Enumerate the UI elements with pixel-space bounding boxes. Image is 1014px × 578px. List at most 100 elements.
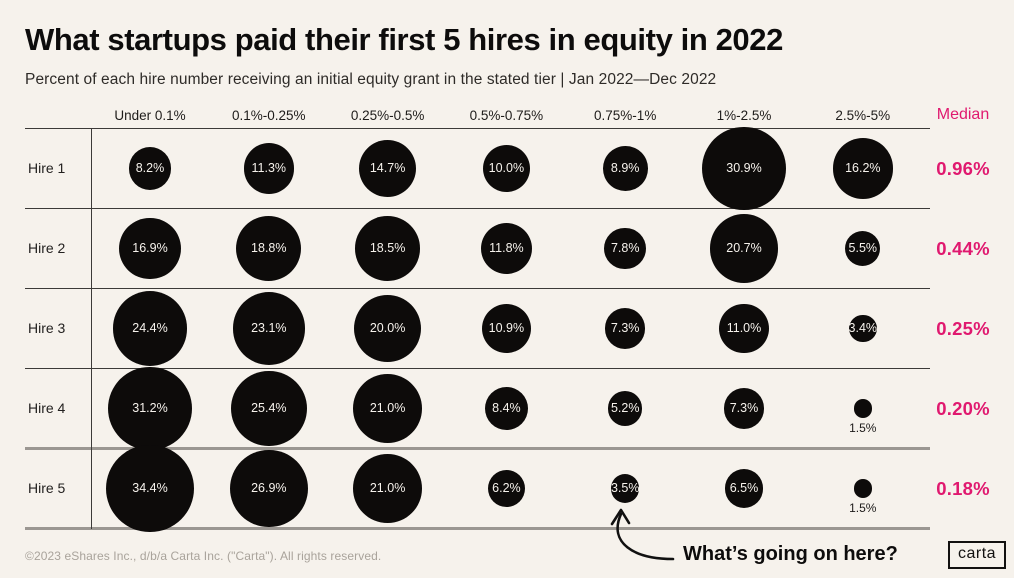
bubble: 11.8% (480, 222, 533, 275)
bubble-value-label: 3.5% (610, 481, 640, 496)
bubble: 18.8% (236, 215, 302, 281)
bubble-value-label: 3.4% (848, 321, 878, 336)
bubble-value-label: 20.7% (726, 241, 762, 256)
bubble (853, 399, 872, 418)
page-subtitle: Percent of each hire number receiving an… (25, 71, 717, 88)
bubble: 26.9% (229, 449, 308, 528)
bubble-value-label: 25.4% (251, 401, 287, 416)
bubble: 20.7% (709, 214, 779, 283)
row-label-divider-line (91, 128, 93, 529)
bubble-value-label: 16.9% (132, 241, 168, 256)
bubble: 14.7% (358, 139, 417, 198)
bubble: 7.3% (604, 308, 646, 349)
bubble: 5.2% (608, 391, 643, 426)
bubble: 16.2% (832, 138, 893, 199)
bubble: 8.2% (128, 147, 172, 190)
bubble: 8.4% (484, 386, 529, 431)
annotation-text: What’s going on here? (683, 543, 898, 565)
bubble: 7.8% (604, 227, 647, 270)
bubble-value-label: 21.0% (369, 401, 406, 416)
bubble: 25.4% (231, 370, 307, 447)
column-header: 0.5%-0.75% (469, 108, 544, 123)
bubble-value-label: 26.9% (251, 481, 287, 496)
column-header: 1%-2.5% (716, 108, 772, 123)
bubble: 20.0% (354, 294, 422, 363)
bubble: 23.1% (232, 292, 305, 365)
bubble-value-label: 5.2% (610, 401, 640, 416)
bubble-value-label: 30.9% (726, 161, 762, 176)
bubble: 3.4% (848, 314, 878, 343)
bubble-value-label: 8.2% (135, 161, 165, 176)
median-header: Median (936, 106, 990, 123)
bubble: 8.9% (602, 146, 648, 191)
row-label: Hire 1 (28, 159, 66, 176)
median-value: 0.18% (936, 477, 990, 499)
bubble-value-label: 18.5% (369, 241, 406, 256)
bubble: 11.3% (243, 143, 294, 194)
bubble-value-label: 1.5% (849, 420, 877, 435)
bubble-value-label: 8.4% (492, 401, 521, 416)
row-separator-line (25, 127, 930, 130)
bubble-value-label: 20.0% (369, 321, 406, 336)
bubble-value-label: 21.0% (369, 481, 406, 496)
bubble-value-label: 11.8% (489, 241, 524, 256)
bubble-value-label: 10.0% (488, 161, 525, 176)
bubble-value-label: 31.2% (132, 401, 168, 416)
bubble-value-label: 10.9% (488, 321, 525, 336)
bubble-value-label: 11.0% (726, 321, 762, 336)
bubble: 5.5% (845, 230, 881, 267)
bubble: 18.5% (355, 216, 420, 281)
median-value: 0.44% (936, 237, 990, 259)
bubble-value-label: 7.8% (610, 241, 640, 256)
page-title: What startups paid their first 5 hires i… (25, 22, 783, 57)
bubble-value-label: 6.2% (492, 481, 521, 496)
row-separator-line (25, 367, 930, 370)
row-separator-line (25, 527, 930, 530)
row-label: Hire 5 (28, 479, 66, 496)
column-header: 0.25%-0.5% (350, 108, 425, 123)
bubble-value-label: 8.9% (610, 161, 640, 176)
column-header: Under 0.1% (114, 108, 186, 123)
bubble: 10.0% (482, 144, 531, 193)
median-value: 0.20% (936, 397, 990, 419)
bubble: 7.3% (723, 388, 765, 429)
bubble: 10.9% (481, 303, 532, 354)
bubble-value-label: 14.7% (369, 161, 406, 176)
column-header: 0.75%-1% (594, 108, 657, 123)
bubble-value-label: 5.5% (848, 241, 878, 256)
bubble-value-label: 24.4% (132, 321, 168, 336)
bubble-value-label: 7.3% (610, 321, 640, 336)
bubble-value-label: 1.5% (849, 500, 877, 515)
carta-logo: carta (948, 541, 1007, 569)
bubble: 11.0% (719, 303, 769, 354)
bubble-value-label: 7.3% (729, 401, 759, 416)
bubble: 21.0% (353, 374, 422, 443)
row-separator-line (25, 447, 930, 450)
bubble: 16.9% (119, 217, 181, 280)
column-header: 0.1%-0.25% (232, 108, 306, 123)
bubble-value-label: 6.5% (729, 481, 759, 496)
row-label: Hire 2 (28, 239, 66, 256)
bubble-value-label: 34.4% (132, 481, 168, 496)
copyright-text: ©2023 eShares Inc., d/b/a Carta Inc. ("C… (25, 549, 382, 563)
bubble-value-label: 18.8% (251, 241, 287, 256)
row-separator-line (25, 287, 930, 290)
bubble (853, 479, 872, 498)
bubble: 6.5% (724, 469, 764, 508)
bubble: 6.2% (487, 469, 526, 508)
bubble-value-label: 16.2% (845, 161, 881, 176)
bubble: 30.9% (702, 126, 786, 211)
bubble: 24.4% (112, 291, 188, 366)
bubble: 31.2% (108, 366, 192, 451)
bubble-value-label: 23.1% (251, 321, 287, 336)
row-label: Hire 4 (28, 399, 66, 416)
median-value: 0.25% (936, 317, 990, 339)
bubble: 34.4% (106, 444, 194, 533)
bubble: 21.0% (353, 454, 422, 523)
bubble-value-label: 11.3% (251, 161, 287, 176)
row-separator-line (25, 207, 930, 210)
column-header: 2.5%-5% (835, 108, 891, 123)
median-value: 0.96% (936, 157, 990, 179)
row-label: Hire 3 (28, 319, 66, 336)
